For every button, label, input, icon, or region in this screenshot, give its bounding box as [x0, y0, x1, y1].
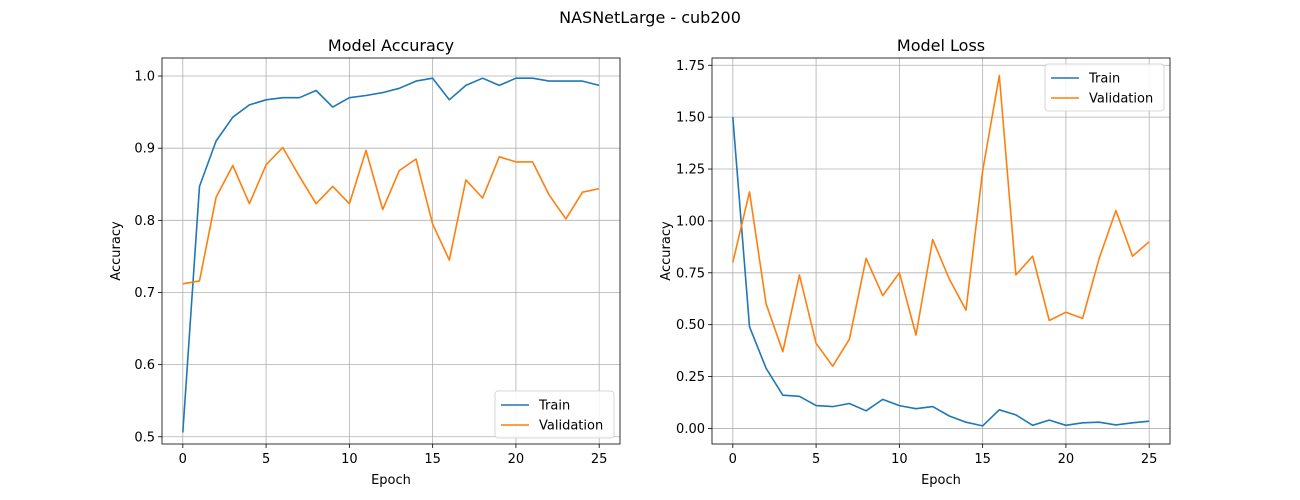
legend: Train Validation [494, 390, 615, 439]
x-tick-label: 10 [891, 452, 908, 467]
legend-label-validation: Validation [1089, 92, 1153, 107]
y-tick-label: 0.5 [134, 430, 155, 445]
series-line-train [732, 117, 1150, 427]
x-axis-label: Epoch [371, 473, 411, 488]
plot-frame [161, 57, 621, 445]
legend: Train Validation [1044, 63, 1165, 112]
y-tick-label: 0.75 [676, 266, 705, 281]
x-axis-label: Epoch [921, 473, 961, 488]
loss-chart: 0 5 10 15 20 25 0.00 0.25 0.50 0.75 1.00 1.25 1.50 1.… [659, 36, 1171, 488]
accuracy-chart: 0 5 10 15 20 25 0.5 0.6 0.7 0.8 0.9 1.0 Model Accura… [109, 36, 621, 488]
x-tick-label: 25 [1141, 452, 1158, 467]
y-axis-label: Accuracy [659, 221, 674, 281]
series-line-train [182, 77, 600, 433]
x-tick-label: 0 [179, 452, 187, 467]
series-line-validation [182, 146, 600, 285]
x-tick-label: 15 [974, 452, 991, 467]
y-tick-label: 0.6 [134, 358, 155, 373]
x-tick-label: 0 [729, 452, 737, 467]
x-tick-label: 15 [424, 452, 441, 467]
legend-box [1044, 63, 1165, 112]
y-tick-label: 1.25 [676, 163, 705, 178]
y-tick-label: 1.50 [676, 111, 705, 126]
x-tick-label: 10 [341, 452, 358, 467]
legend-label-train: Train [1088, 72, 1120, 87]
x-tick-label: 5 [812, 452, 820, 467]
legend-label-train: Train [538, 399, 570, 414]
figure-suptitle: NASNetLarge - cub200 [559, 8, 741, 27]
chart-title: Model Accuracy [328, 36, 454, 55]
legend-box [494, 390, 615, 439]
plot-frame [711, 57, 1171, 445]
y-tick-label: 0.7 [134, 286, 155, 301]
y-tick-label: 1.00 [676, 214, 705, 229]
series-line-validation [732, 74, 1150, 368]
y-tick-label: 1.75 [676, 59, 705, 74]
legend-label-validation: Validation [539, 419, 603, 434]
x-tick-label: 20 [508, 452, 525, 467]
x-tick-label: 25 [591, 452, 608, 467]
y-tick-label: 1.0 [134, 70, 155, 85]
chart-title: Model Loss [897, 36, 985, 55]
y-tick-label: 0.25 [676, 370, 705, 385]
y-tick-label: 0.50 [676, 318, 705, 333]
y-axis-label: Accuracy [109, 221, 124, 281]
x-tick-label: 20 [1058, 452, 1075, 467]
y-tick-label: 0.9 [134, 142, 155, 157]
y-tick-label: 0.00 [676, 422, 705, 437]
y-tick-label: 0.8 [134, 214, 155, 229]
x-tick-label: 5 [262, 452, 270, 467]
